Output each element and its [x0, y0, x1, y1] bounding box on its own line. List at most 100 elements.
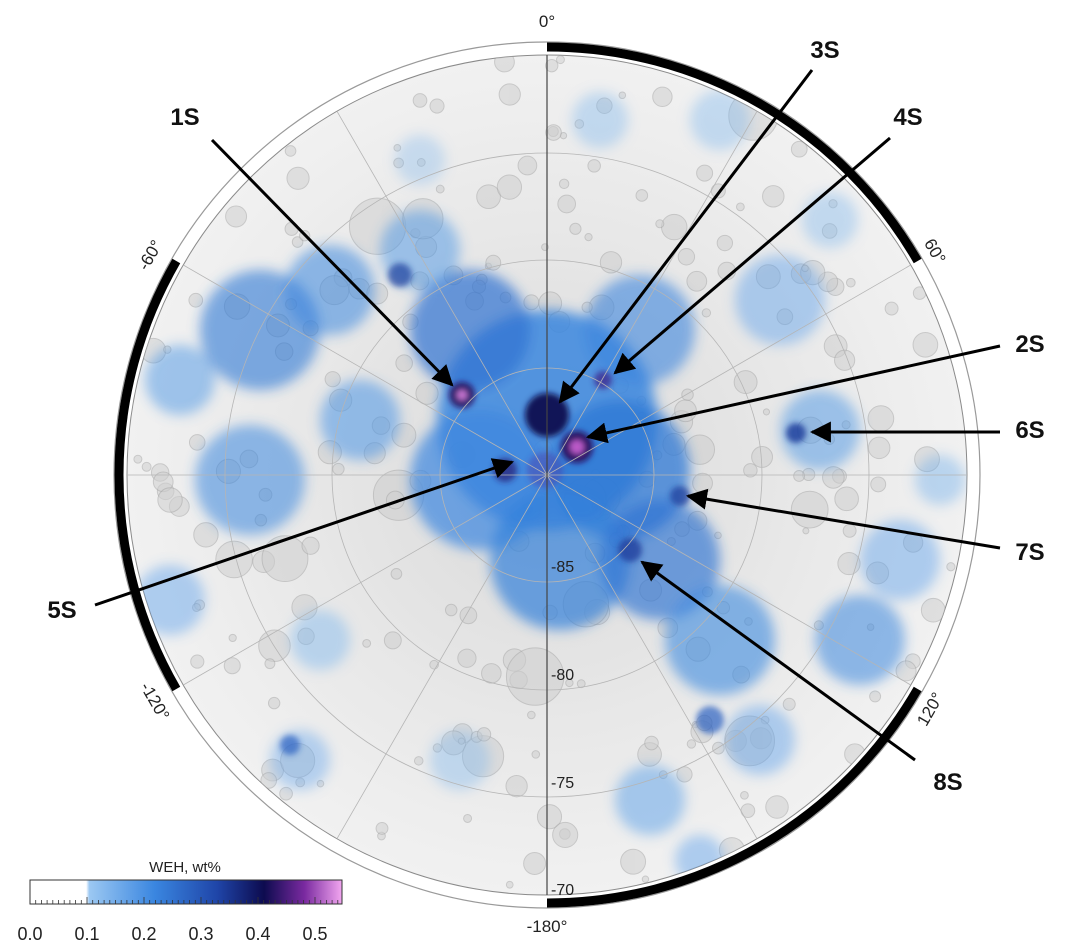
- weh-patch-9: [285, 245, 375, 335]
- crater: [870, 476, 887, 493]
- crater: [496, 174, 523, 200]
- crater: [188, 434, 206, 451]
- crater: [223, 657, 241, 675]
- lat-label-85: -85: [551, 559, 574, 576]
- crater: [531, 750, 541, 759]
- site-label-3S: 3S: [810, 37, 839, 64]
- meridian-120: [546, 474, 911, 686]
- crater: [587, 159, 601, 173]
- crater: [557, 194, 577, 214]
- weh-patches: [135, 90, 965, 885]
- weh-core-5: [594, 371, 612, 389]
- crater: [618, 91, 627, 100]
- arrow-8S: [640, 560, 916, 762]
- colorbar-title: WEH, wt%: [149, 859, 221, 876]
- crater: [476, 727, 492, 742]
- weh-patch-15: [735, 255, 825, 345]
- crater: [676, 766, 693, 783]
- crater: [261, 535, 309, 583]
- weh-patch-13: [815, 595, 905, 685]
- crater: [677, 248, 696, 266]
- crater: [523, 294, 540, 311]
- crater: [457, 648, 477, 668]
- crater: [822, 466, 845, 489]
- crater: [652, 86, 673, 108]
- weh-core-8: [618, 538, 642, 562]
- border-arc-0-60: [546, 42, 922, 264]
- weh-patch-17: [145, 345, 215, 415]
- crater: [660, 213, 688, 241]
- weh-patch-27: [270, 730, 330, 790]
- weh-patch-19: [615, 765, 685, 835]
- weh-core-12: [280, 735, 300, 755]
- crater: [884, 301, 899, 316]
- crater: [476, 184, 501, 210]
- weh-patch-29: [915, 455, 965, 505]
- crater: [837, 551, 861, 576]
- crater: [867, 436, 891, 460]
- weh-core-6: [786, 423, 806, 443]
- crater: [375, 821, 389, 835]
- crater: [681, 388, 694, 401]
- border-arc-240-300: [114, 258, 181, 692]
- crater: [716, 234, 734, 252]
- arrow-4S: [613, 136, 891, 375]
- crater: [895, 660, 917, 682]
- crater: [291, 236, 304, 248]
- crater: [463, 813, 473, 823]
- weh-patch-7: [665, 585, 775, 695]
- crater: [444, 603, 458, 617]
- crater: [842, 523, 857, 538]
- weh-patch-24: [690, 90, 750, 150]
- weh-patch-28: [725, 705, 795, 775]
- site-label-5S: 5S: [47, 597, 76, 624]
- crater: [733, 370, 758, 395]
- crater: [412, 93, 428, 108]
- weh-patch-21: [290, 610, 350, 670]
- weh-patch-25: [802, 192, 858, 248]
- crater: [413, 756, 424, 766]
- crater: [946, 562, 956, 572]
- meridian-30: [546, 111, 758, 476]
- colorbar-tick-2: 0.2: [131, 924, 156, 944]
- crater: [569, 222, 582, 235]
- arrow-3S: [558, 69, 814, 404]
- crater: [692, 472, 713, 494]
- crater: [655, 219, 665, 229]
- crater: [620, 848, 647, 875]
- crater: [845, 277, 856, 288]
- site-label-4S: 4S: [893, 104, 922, 131]
- weh-patch-5: [490, 490, 630, 630]
- meridian--120: [183, 474, 548, 686]
- weh-patch-2: [585, 275, 695, 385]
- crater: [743, 463, 758, 478]
- crater: [498, 83, 521, 106]
- crater: [267, 696, 281, 710]
- crater: [260, 772, 278, 789]
- weh-patch-23: [572, 92, 628, 148]
- crater: [133, 454, 143, 464]
- weh-core-9: [493, 458, 517, 482]
- crater: [383, 631, 402, 650]
- arrow-7S: [685, 488, 1001, 550]
- crater: [584, 233, 593, 242]
- weh-patch-22: [430, 730, 490, 790]
- crater: [481, 663, 502, 684]
- crater: [701, 308, 712, 318]
- site-label-8S: 8S: [933, 769, 962, 796]
- arrow-1S: [210, 138, 454, 387]
- crater: [920, 597, 946, 623]
- crater: [435, 184, 445, 194]
- site-label-1S: 1S: [170, 104, 199, 131]
- crater: [684, 434, 716, 465]
- colorbar-tick-5: 0.5: [302, 924, 327, 944]
- weh-patch-1: [410, 270, 530, 390]
- weh-patch-16: [860, 520, 940, 600]
- crater: [141, 461, 152, 472]
- crater: [867, 405, 895, 433]
- weh-core-13: [388, 263, 412, 287]
- crater: [193, 522, 219, 548]
- crater: [545, 59, 559, 73]
- meridian-150: [546, 474, 758, 839]
- crater: [802, 527, 810, 535]
